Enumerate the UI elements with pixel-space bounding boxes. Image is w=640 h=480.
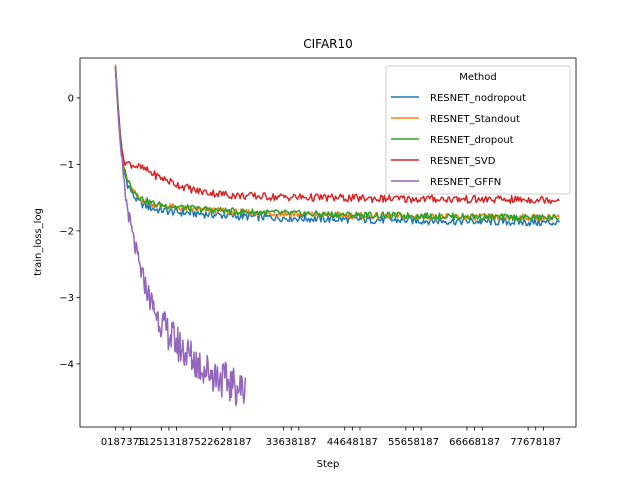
series-line-resnet-gffn (114, 67, 247, 407)
x-tick-label: 66668187 (449, 437, 500, 448)
legend-label: RESNET_Standout (430, 114, 520, 125)
legend-label: RESNET_dropout (430, 135, 514, 146)
y-tick-label: 0 (68, 93, 74, 104)
legend-label: RESNET_nodropout (430, 93, 526, 104)
plot-area (79, 57, 577, 428)
x-tick-label: 77678187 (510, 437, 561, 448)
y-axis-title: train_loss_log (33, 208, 44, 276)
legend-label: RESNET_SVD (430, 156, 496, 167)
legend-label: RESNET_GFFN (430, 177, 501, 188)
legend-title: Method (459, 72, 497, 83)
x-tick-label: 33638187 (266, 437, 317, 448)
x-tick-label: 0187375 (101, 437, 146, 448)
x-axis-title: Step (317, 459, 340, 470)
x-tick-label: 44648187 (327, 437, 378, 448)
legend: Method RESNET_nodropout RESNET_Standout RE… (385, 65, 571, 195)
y-tick-label: −2 (59, 226, 74, 237)
series-layer (114, 64, 560, 407)
series-line-resnet-svd (114, 67, 560, 205)
x-tick-label: 22628187 (201, 437, 252, 448)
y-tick-label: −4 (59, 359, 74, 370)
y-tick-label: −1 (59, 160, 74, 171)
y-tick-label: −3 (59, 293, 74, 304)
chart-title: CIFAR10 (303, 37, 353, 51)
x-tick-label: 1125131875 (137, 437, 201, 448)
series-line-resnet-nodropout (114, 67, 560, 227)
y-axis: 0 −1 −2 −3 −4 (59, 93, 80, 370)
plot-frame (79, 57, 577, 428)
x-tick-label: 55658187 (388, 437, 439, 448)
series-line-resnet-dropout (114, 65, 560, 222)
legend-box (385, 65, 571, 195)
